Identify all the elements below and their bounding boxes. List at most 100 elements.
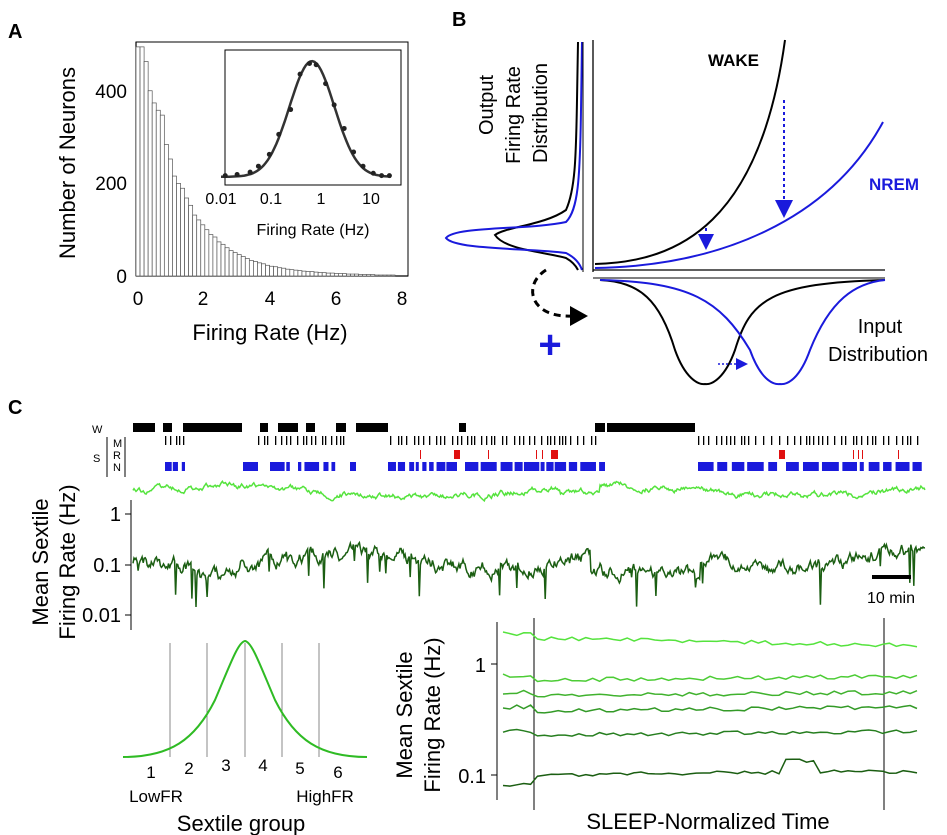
rem-bout: [454, 450, 460, 459]
microarousal-tick: [398, 436, 400, 445]
nrem-transfer-curve: [594, 121, 884, 269]
inset-frame: [224, 49, 402, 186]
microarousal-tick: [741, 436, 743, 445]
wake-row: [133, 423, 695, 432]
nrem-bout: [859, 462, 864, 471]
microarousal-tick: [406, 436, 408, 445]
nrem-bout: [165, 462, 172, 471]
microarousal-tick: [179, 436, 181, 445]
wake-bout: [356, 423, 388, 432]
microarousal-tick: [834, 436, 836, 445]
nrem-bout: [388, 462, 396, 471]
histogram-bar: [333, 273, 339, 277]
sextile-6: 6: [333, 763, 342, 782]
sextile-1: 1: [146, 763, 155, 782]
svg-text:Output: Output: [476, 75, 498, 135]
microarousal-tick: [541, 436, 543, 445]
microarousal-tick: [297, 436, 299, 445]
nrem-bout: [580, 462, 596, 471]
rem-bout: [853, 450, 854, 459]
microarousal-tick: [907, 436, 909, 445]
sextile-3: 3: [221, 756, 230, 775]
histogram-bar: [204, 229, 210, 277]
microarousal-tick: [423, 436, 425, 445]
microarousal-tick: [461, 436, 463, 445]
microarousal-tick: [888, 436, 890, 445]
c-ytick-1: 1: [110, 504, 121, 526]
microarousal-tick: [258, 436, 260, 445]
nrem-bout: [540, 462, 545, 471]
histogram-bar: [200, 224, 206, 277]
microarousal-tick: [748, 436, 750, 445]
panel-a-histogram: 0 200 400 0 2 4 6 8 Firing Rate (Hz) Num…: [55, 41, 409, 345]
a-ylabel: Number of Neurons: [55, 67, 80, 259]
nrem-bout: [429, 462, 434, 471]
histogram-bar: [378, 274, 384, 277]
rem-bout: [779, 450, 785, 459]
nrem-bout: [802, 462, 819, 471]
panel-c-traces: 1 0.1 0.01 Mean Sextile Firing Rate (Hz)…: [28, 479, 926, 640]
microarousal-row: [165, 436, 919, 445]
microarousal-tick: [721, 436, 723, 445]
histogram-bar: [281, 267, 287, 277]
inset-xlabel: Firing Rate (Hz): [257, 222, 370, 239]
microarousal-tick: [872, 436, 874, 445]
microarousal-tick: [565, 436, 567, 445]
microarousal-tick: [730, 436, 732, 445]
histogram-bar: [362, 274, 368, 277]
microarousal-tick: [401, 436, 403, 445]
nrem-bout: [436, 462, 446, 471]
input-label-line1: Input: [858, 316, 903, 338]
output-wake-curve: [493, 41, 579, 271]
histogram-bar: [159, 114, 165, 277]
panel-b-label: B: [452, 9, 466, 31]
microarousal-tick: [471, 436, 473, 445]
nrem-bout: [868, 462, 880, 471]
c-ylabel-line1: Mean Sextile: [28, 498, 53, 625]
histogram-bar: [370, 274, 376, 277]
sn-ytick-1: 1: [475, 655, 486, 677]
inset-xtick-001: 0.01: [205, 191, 236, 208]
nrem-bout: [599, 462, 605, 471]
histogram-bar: [257, 262, 262, 277]
microarousal-tick: [595, 436, 597, 445]
nrem-bout: [446, 462, 457, 471]
histogram-bar: [244, 258, 250, 277]
microarousal-tick: [787, 436, 789, 445]
microarousal-tick: [698, 436, 700, 445]
microarousal-tick: [779, 436, 781, 445]
inset-xtick-01: 0.1: [260, 191, 282, 208]
rem-bout: [542, 450, 543, 459]
histogram-bar: [176, 183, 181, 277]
nrem-row: [165, 462, 922, 471]
histogram-bar: [301, 270, 307, 277]
microarousal-tick: [703, 436, 705, 445]
histogram-bar: [329, 272, 335, 277]
nrem-bout: [243, 462, 258, 471]
wake-bout: [278, 423, 298, 432]
histogram-bar: [192, 214, 198, 277]
microarousal-tick: [559, 436, 561, 445]
microarousal-tick: [910, 436, 912, 445]
output-label: Output Firing Rate Distribution: [476, 63, 552, 164]
wake-bout: [595, 423, 605, 432]
microarousal-tick: [343, 436, 345, 445]
inset-point: [306, 61, 312, 67]
svg-text:Distribution: Distribution: [530, 63, 552, 163]
histogram-bar: [293, 269, 299, 277]
microarousal-tick: [583, 436, 585, 445]
nrem-bout: [500, 462, 513, 471]
arrow-head-small-icon: [698, 234, 714, 250]
arrow-head-large-icon: [775, 200, 793, 218]
nrem-bout: [895, 462, 910, 471]
wake-bout: [260, 423, 268, 432]
sextile-2: 2: [184, 759, 193, 778]
a-ytick-200: 200: [95, 174, 127, 195]
microarousal-tick: [418, 436, 420, 445]
nrem-bout: [422, 462, 427, 471]
nrem-bout: [350, 462, 356, 471]
microarousal-tick: [896, 436, 898, 445]
inset-point: [351, 149, 357, 155]
state-label-r: R: [113, 450, 121, 462]
inset-xtick-10: 10: [362, 191, 380, 208]
